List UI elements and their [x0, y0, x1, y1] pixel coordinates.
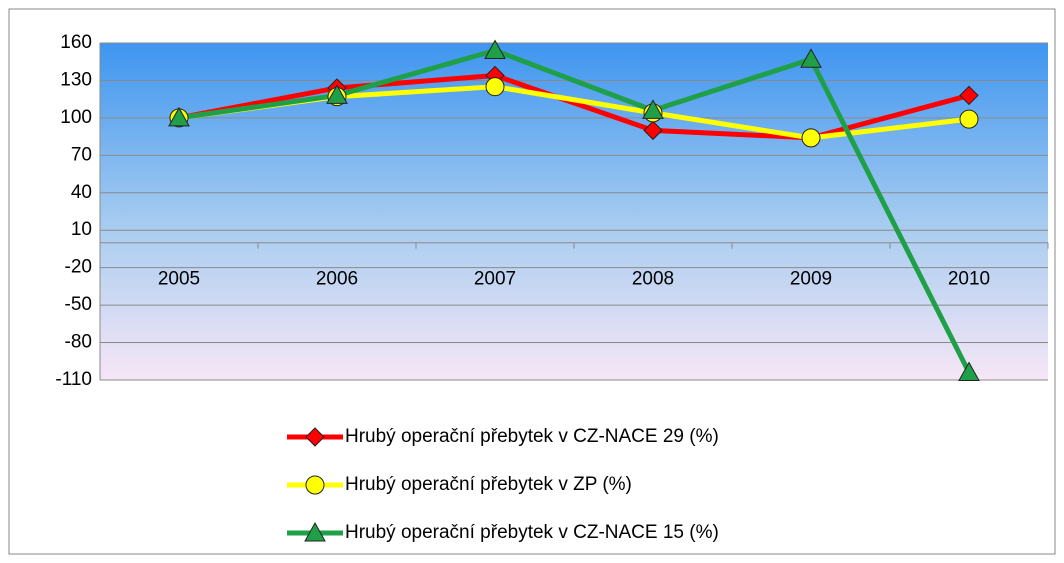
- marker: [959, 85, 979, 106]
- legend-label: Hrubý operační přebytek v CZ-NACE 29 (%): [345, 426, 719, 447]
- plot-area: [100, 43, 1048, 380]
- x-tick-label: 2007: [474, 269, 516, 290]
- marker: [326, 84, 348, 104]
- marker: [168, 106, 190, 127]
- y-tick-label: 130: [60, 69, 92, 90]
- legend-label: Hrubý operační přebytek v ZP (%): [345, 474, 632, 495]
- marker: [484, 39, 506, 59]
- x-tick-label: 2005: [158, 269, 200, 290]
- x-tick-label: 2008: [632, 269, 674, 290]
- series-line: [178, 72, 970, 141]
- x-tick-label: 2010: [948, 269, 990, 290]
- y-tick-label: 100: [60, 107, 92, 128]
- marker: [958, 361, 980, 382]
- marker: [642, 99, 664, 119]
- marker: [305, 475, 325, 495]
- y-tick-label: 70: [71, 144, 92, 165]
- x-tick-label: 2006: [316, 269, 358, 290]
- marker: [305, 427, 325, 447]
- y-tick-label: 40: [71, 182, 92, 203]
- marker: [485, 77, 505, 97]
- y-tick-label: 160: [60, 32, 92, 53]
- y-tick-label: -80: [65, 332, 92, 353]
- y-tick-label: -110: [55, 369, 92, 390]
- marker: [800, 48, 822, 68]
- marker: [304, 521, 326, 542]
- series-line: [178, 47, 972, 374]
- y-tick-label: -50: [65, 294, 92, 315]
- x-tick-label: 2009: [790, 269, 832, 290]
- marker: [643, 120, 663, 141]
- y-tick-label: 10: [71, 219, 92, 240]
- legend-label: Hrubý operační přebytek v CZ-NACE 15 (%): [345, 522, 719, 543]
- y-tick-label: -20: [65, 257, 92, 278]
- marker: [801, 128, 821, 148]
- marker: [959, 109, 979, 129]
